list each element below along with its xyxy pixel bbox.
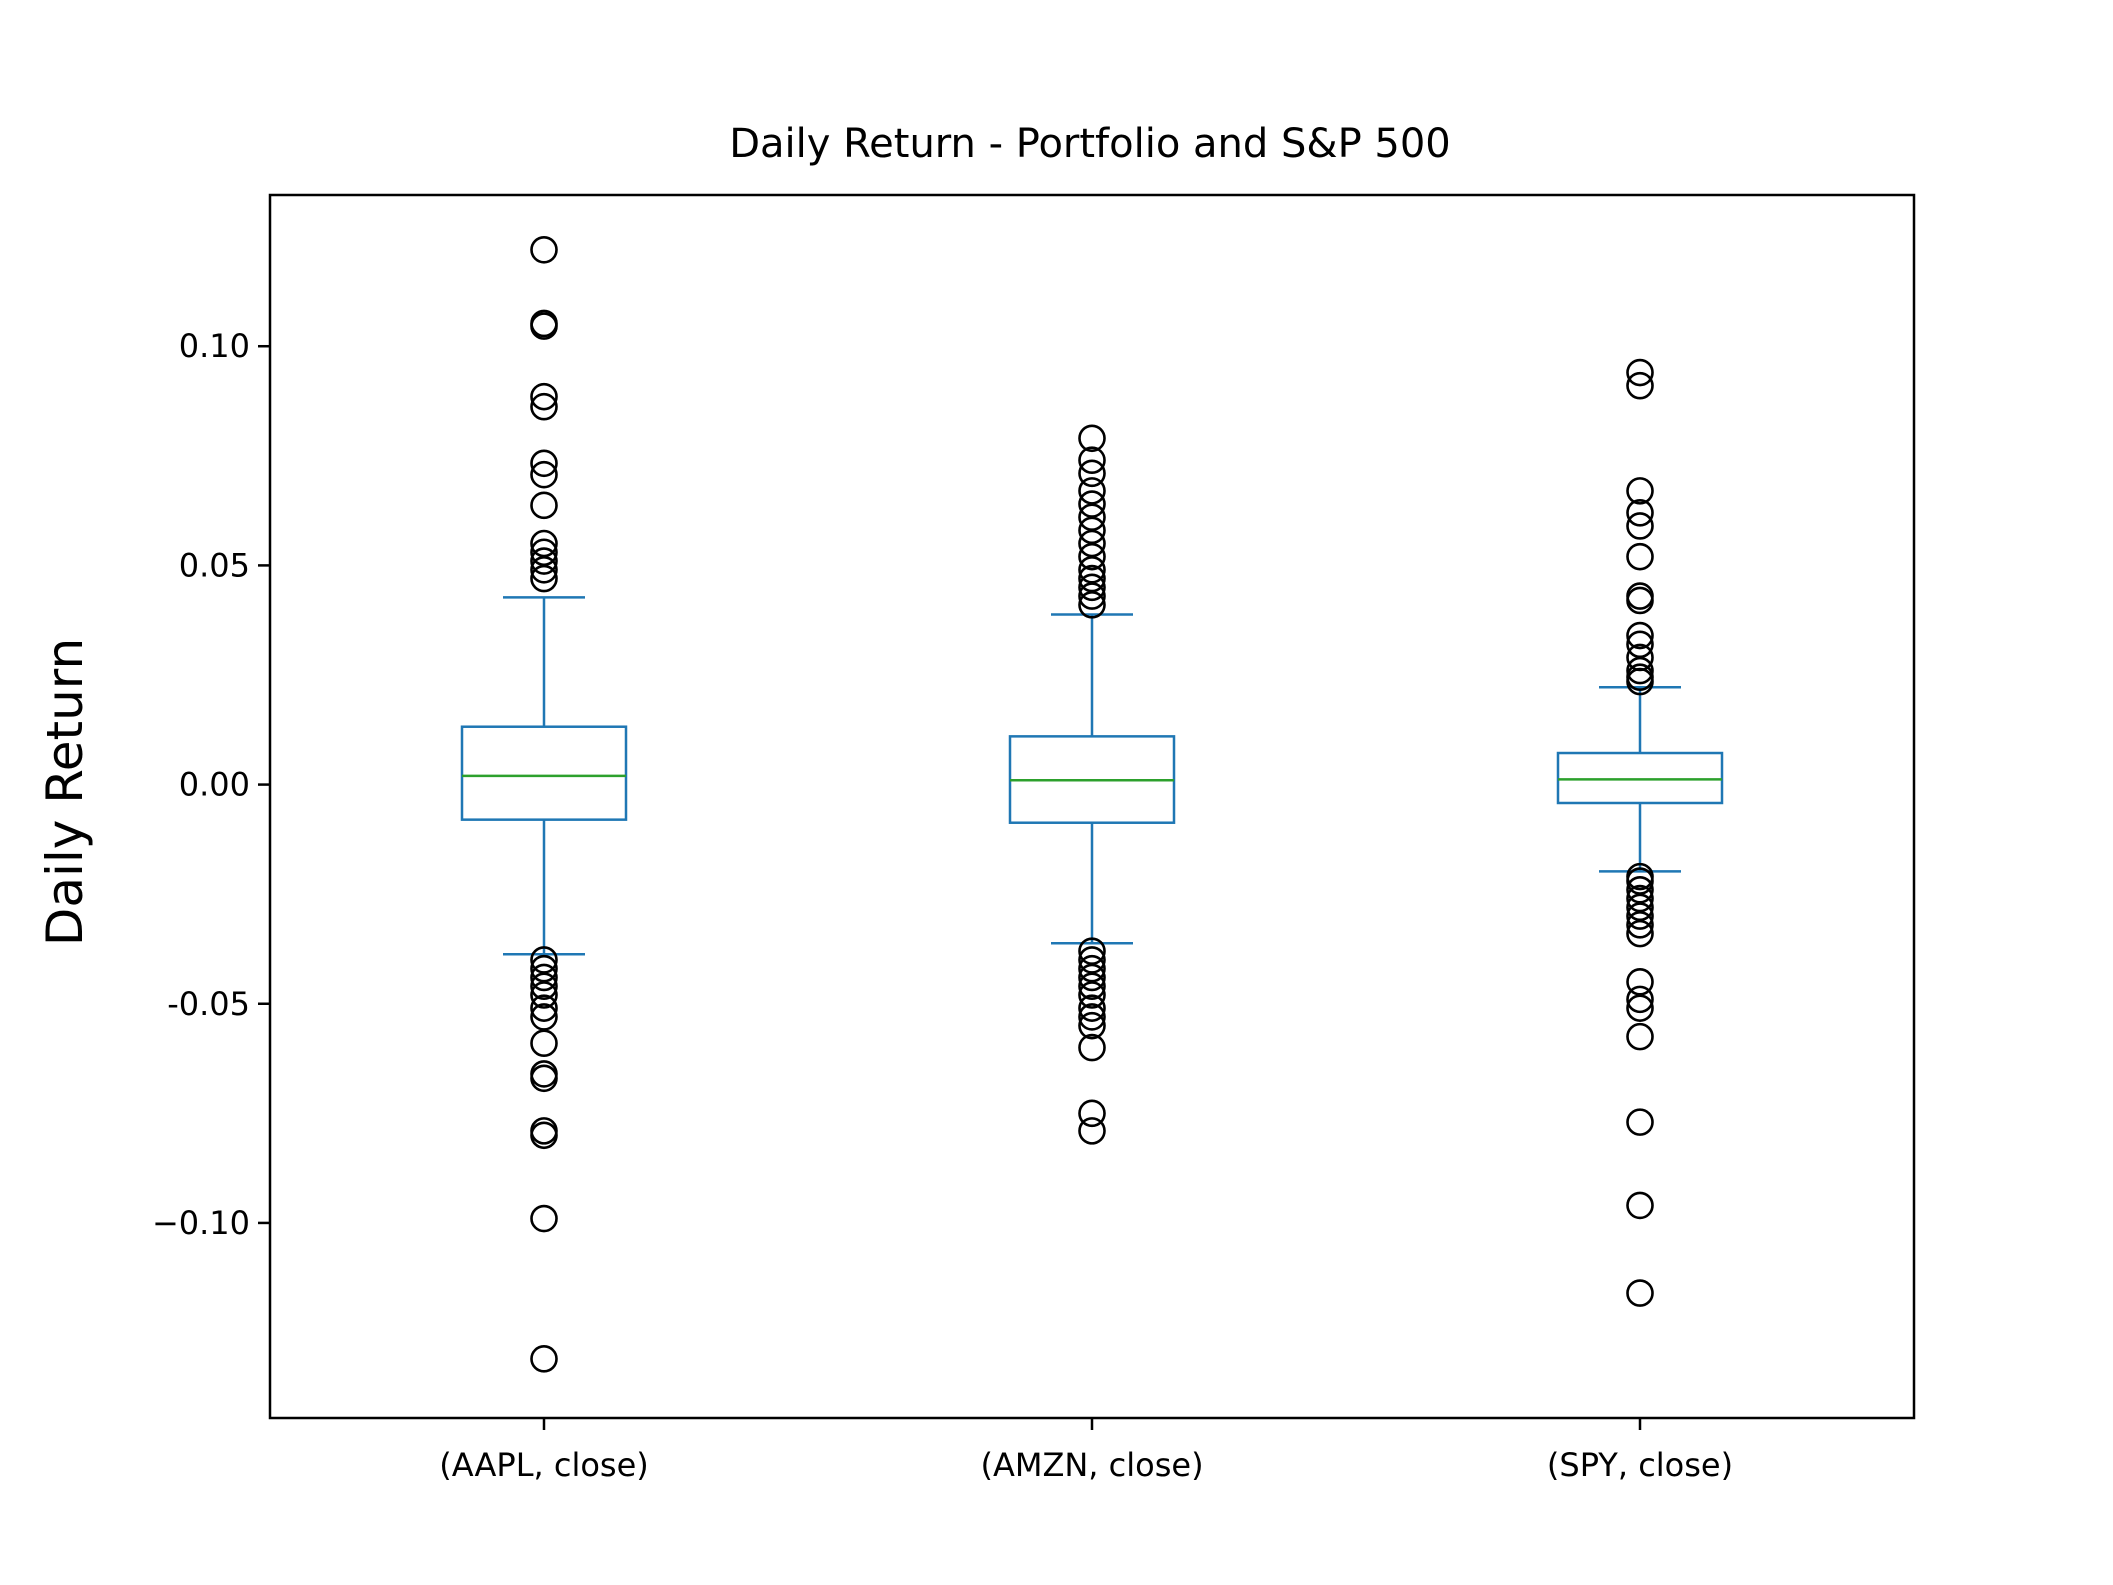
- outlier-point: [530, 538, 558, 567]
- outlier-point: [1078, 490, 1106, 518]
- outlier-point: [1626, 1279, 1654, 1307]
- outlier-point: [1078, 542, 1106, 571]
- plot-area: 0.10 0.05 0.00 -0.05 −0.10 (AAPL, close) (AMZN…: [152, 235, 1733, 1484]
- outlier-point: [530, 460, 558, 489]
- outlier-point: [530, 491, 558, 520]
- outlier-point: [1078, 981, 1106, 1009]
- outlier-point: [1078, 1011, 1106, 1040]
- outlier-point: [530, 564, 558, 593]
- outlier-point: [1626, 630, 1654, 659]
- outlier-point: [1626, 867, 1654, 895]
- outlier-point: [530, 235, 558, 264]
- outlier-point: [1626, 371, 1654, 400]
- y-tick-label: 0.05: [179, 546, 250, 584]
- outlier-point: [1078, 1117, 1106, 1145]
- outlier-point: [1626, 902, 1654, 930]
- outlier-point: [1078, 591, 1106, 619]
- outlier-point: [1626, 884, 1654, 913]
- outlier-point: [530, 1345, 558, 1373]
- outlier-point: [1078, 503, 1106, 531]
- outlier-point: [530, 994, 558, 1022]
- y-axis-label: Daily Return: [36, 638, 94, 946]
- outlier-point: [1078, 954, 1106, 983]
- outlier-point: [1626, 1191, 1654, 1220]
- outlier-point: [1626, 667, 1654, 696]
- y-tick-label: 0.00: [179, 766, 250, 804]
- x-tick-label: (AAPL, close): [439, 1446, 649, 1484]
- outlier-point: [1078, 946, 1106, 974]
- outlier-point: [1626, 893, 1654, 922]
- outlier-point: [530, 981, 558, 1009]
- outlier-point: [1078, 1033, 1106, 1062]
- outlier-point: [1078, 564, 1106, 593]
- y-tick-label: −0.10: [152, 1204, 250, 1242]
- outlier-point: [1078, 446, 1106, 475]
- outlier-point: [1626, 621, 1654, 650]
- outlier-point: [1626, 499, 1654, 527]
- outlier-point: [1078, 573, 1106, 602]
- outlier-point: [1626, 985, 1654, 1014]
- outlier-point: [1078, 1099, 1106, 1128]
- outlier-point: [530, 449, 558, 478]
- outlier-point: [530, 963, 558, 992]
- outlier-point: [1626, 875, 1654, 904]
- y-tick-label: 0.10: [179, 327, 250, 365]
- outlier-point: [530, 382, 558, 411]
- outlier-point: [1626, 586, 1654, 615]
- outlier-point: [1078, 555, 1106, 584]
- outlier-point: [1078, 459, 1106, 488]
- outlier-point: [1626, 542, 1654, 571]
- x-tick-label: (AMZN, close): [980, 1446, 1203, 1484]
- outlier-point: [1078, 994, 1106, 1022]
- outlier-point: [530, 954, 558, 983]
- outlier-point: [1078, 529, 1106, 558]
- outlier-point: [1626, 911, 1654, 939]
- outlier-point: [530, 972, 558, 1001]
- outlier-point: [530, 1121, 558, 1150]
- outlier-point: [1078, 516, 1106, 545]
- outlier-point: [1078, 424, 1106, 453]
- outlier-point: [530, 1029, 558, 1058]
- outlier-point: [1626, 1022, 1654, 1051]
- outlier-point: [1626, 968, 1654, 996]
- outlier-point: [1626, 1108, 1654, 1136]
- outlier-point: [530, 547, 558, 575]
- y-tick-label: -0.05: [167, 985, 250, 1023]
- outlier-point: [1626, 477, 1654, 505]
- outlier-point: [1078, 1003, 1106, 1031]
- outlier-point: [1078, 972, 1106, 1001]
- x-tick-label: (SPY, close): [1547, 1446, 1733, 1484]
- outlier-point: [530, 392, 558, 421]
- outlier-point: [1078, 963, 1106, 992]
- outlier-point: [1626, 512, 1654, 540]
- outlier-point: [530, 946, 558, 974]
- outlier-point: [1078, 582, 1106, 610]
- outlier-point: [530, 1204, 558, 1233]
- outlier-point: [1078, 477, 1106, 505]
- outlier-point: [530, 1003, 558, 1031]
- outlier-point: [1626, 919, 1654, 948]
- iqr-box: [1556, 751, 1724, 805]
- outlier-point: [530, 312, 558, 340]
- outlier-point: [1078, 937, 1106, 965]
- outlier-point: [1626, 358, 1654, 387]
- axes-frame: [268, 193, 1916, 1420]
- chart-title: Daily Return - Portfolio and S&P 500: [729, 121, 1451, 167]
- outlier-point: [530, 555, 558, 584]
- outlier-point: [1626, 656, 1654, 685]
- outlier-point: [530, 1064, 558, 1093]
- outlier-point: [530, 529, 558, 558]
- iqr-box: [460, 725, 628, 821]
- outlier-point: [1626, 994, 1654, 1022]
